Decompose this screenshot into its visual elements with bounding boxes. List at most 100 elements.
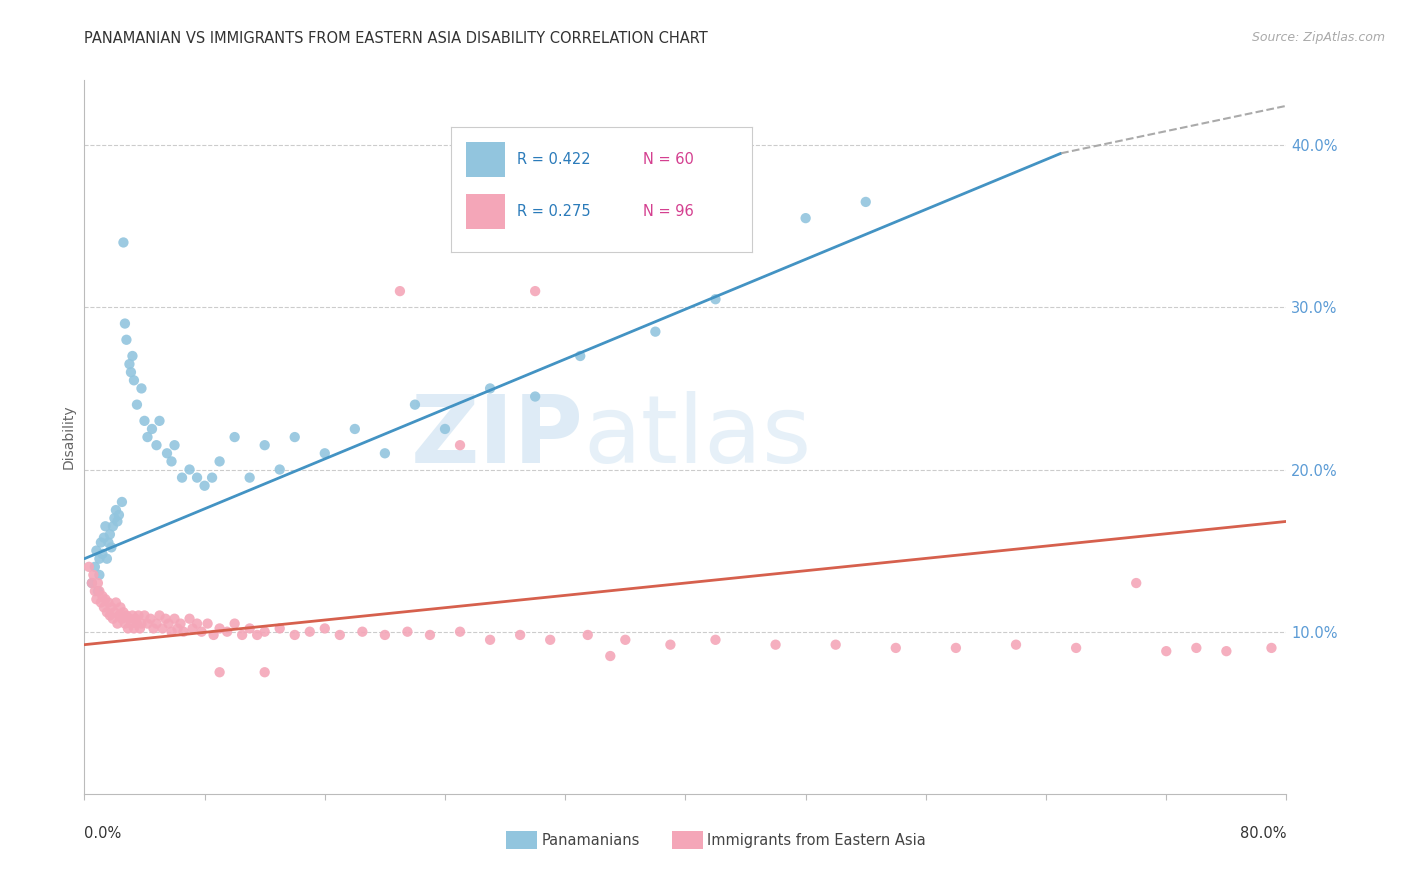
Point	[884, 640, 907, 655]
Point	[152, 622, 174, 636]
Point	[90, 535, 112, 549]
Point	[108, 508, 131, 522]
Point	[186, 616, 208, 631]
Point	[163, 438, 186, 452]
Point	[93, 531, 115, 545]
Point	[103, 605, 125, 619]
Point	[352, 624, 374, 639]
Point	[96, 605, 118, 619]
Point	[186, 470, 208, 484]
Point	[145, 438, 167, 452]
Point	[96, 551, 118, 566]
Point	[136, 430, 159, 444]
Point	[86, 592, 108, 607]
Point	[659, 638, 682, 652]
Point	[104, 595, 127, 609]
Point	[599, 648, 621, 663]
Point	[115, 333, 138, 347]
Point	[157, 616, 180, 631]
Text: 0.0%: 0.0%	[84, 826, 121, 841]
Y-axis label: Disability: Disability	[62, 405, 76, 469]
Point	[97, 595, 120, 609]
Point	[194, 479, 217, 493]
Point	[120, 365, 142, 379]
Point	[148, 608, 170, 623]
Point	[91, 547, 114, 561]
Point	[253, 624, 276, 639]
Point	[253, 665, 276, 680]
Point	[179, 612, 201, 626]
Point	[343, 422, 366, 436]
Point	[224, 430, 246, 444]
Point	[121, 608, 143, 623]
Point	[94, 519, 117, 533]
Point	[93, 600, 115, 615]
Point	[284, 430, 307, 444]
Point	[107, 515, 129, 529]
Point	[197, 616, 219, 631]
Point	[524, 284, 547, 298]
Point	[86, 543, 108, 558]
Point	[794, 211, 817, 226]
Point	[396, 624, 419, 639]
Point	[100, 600, 122, 615]
Point	[449, 624, 471, 639]
Point	[170, 470, 193, 484]
Point	[139, 612, 162, 626]
Point	[131, 381, 153, 395]
Text: Panamanians: Panamanians	[541, 833, 640, 847]
Point	[156, 446, 179, 460]
Point	[374, 446, 396, 460]
Point	[125, 398, 148, 412]
Point	[169, 616, 191, 631]
Point	[190, 624, 212, 639]
Point	[201, 470, 224, 484]
Point	[101, 519, 124, 533]
Point	[374, 628, 396, 642]
Point	[94, 592, 117, 607]
Text: PANAMANIAN VS IMMIGRANTS FROM EASTERN ASIA DISABILITY CORRELATION CHART: PANAMANIAN VS IMMIGRANTS FROM EASTERN AS…	[84, 31, 709, 46]
Point	[314, 446, 336, 460]
Point	[80, 576, 103, 591]
Point	[824, 638, 846, 652]
Point	[89, 568, 111, 582]
Point	[284, 628, 307, 642]
Point	[388, 284, 411, 298]
Point	[114, 616, 136, 631]
Text: Source: ZipAtlas.com: Source: ZipAtlas.com	[1251, 31, 1385, 45]
Point	[239, 622, 262, 636]
Point	[179, 462, 201, 476]
Point	[100, 541, 122, 555]
Point	[704, 292, 727, 306]
Point	[129, 622, 152, 636]
Point	[110, 600, 132, 615]
Point	[104, 503, 127, 517]
Point	[173, 624, 195, 639]
Point	[208, 665, 231, 680]
Point	[83, 584, 105, 599]
Point	[217, 624, 239, 639]
Point	[87, 584, 110, 599]
Point	[112, 605, 135, 619]
Point	[314, 622, 336, 636]
Point	[1005, 638, 1028, 652]
Point	[253, 438, 276, 452]
Point	[614, 632, 637, 647]
Point	[118, 612, 141, 626]
Point	[142, 622, 165, 636]
Point	[181, 622, 204, 636]
Point	[166, 622, 188, 636]
Point	[155, 612, 177, 626]
Point	[160, 624, 183, 639]
Point	[122, 373, 145, 387]
Point	[208, 622, 231, 636]
Point	[945, 640, 967, 655]
Point	[163, 612, 186, 626]
Point	[1156, 644, 1178, 658]
Point	[114, 317, 136, 331]
Point	[231, 628, 253, 642]
Point	[91, 589, 114, 603]
Point	[269, 622, 291, 636]
Point	[131, 616, 153, 631]
Point	[224, 616, 246, 631]
